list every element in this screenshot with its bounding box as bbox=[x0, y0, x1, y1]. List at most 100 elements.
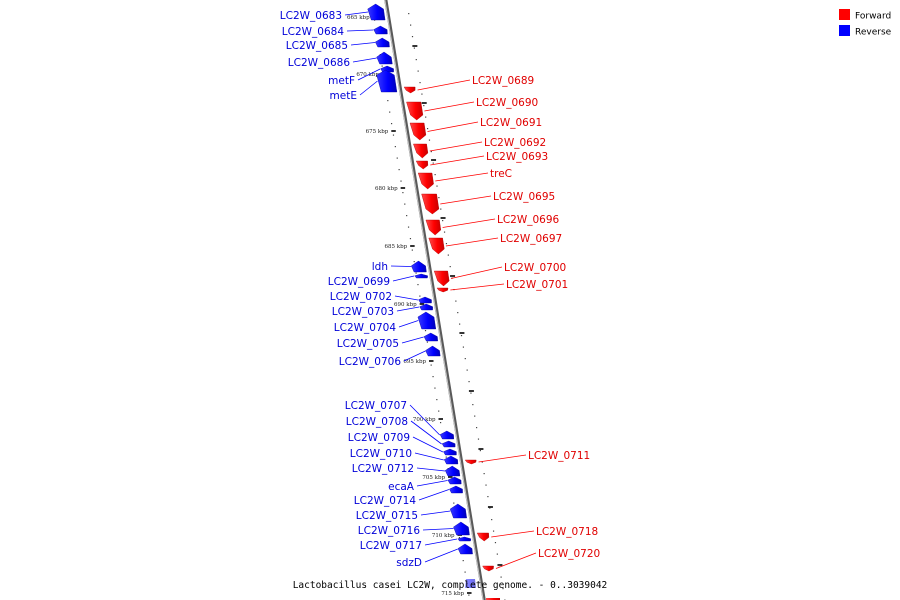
gene-label-LC2W_0702[interactable]: LC2W_0702 bbox=[330, 291, 392, 303]
gene-label-LC2W_0712[interactable]: LC2W_0712 bbox=[352, 463, 414, 475]
gene-feature-LC2W_0711[interactable] bbox=[464, 459, 477, 465]
gene-label-LC2W_0691[interactable]: LC2W_0691 bbox=[480, 117, 542, 129]
gene-label-LC2W_0704[interactable]: LC2W_0704 bbox=[334, 322, 397, 334]
minor-tick-dot bbox=[449, 266, 451, 268]
gene-feature-LC2W_0715[interactable] bbox=[449, 503, 467, 519]
gene-label-treC[interactable]: treC bbox=[490, 168, 512, 180]
gene-feature-metE[interactable] bbox=[376, 69, 398, 93]
minor-tick-dot bbox=[470, 392, 472, 394]
leader-line bbox=[410, 420, 442, 445]
minor-tick-dot bbox=[438, 197, 440, 199]
gene-feature-LC2W_0714[interactable] bbox=[449, 485, 463, 494]
gene-label-ldh[interactable]: ldh bbox=[372, 261, 388, 273]
gene-feature-LC2W_0717[interactable] bbox=[457, 536, 472, 542]
minor-tick-dot bbox=[434, 387, 436, 389]
gene-feature-LC2W_0699[interactable] bbox=[414, 273, 428, 279]
minor-tick-dot bbox=[413, 261, 415, 263]
gene-label-LC2W_0707[interactable]: LC2W_0707 bbox=[345, 400, 407, 412]
gene-label-LC2W_0703[interactable]: LC2W_0703 bbox=[332, 306, 394, 318]
gene-feature-LC2W_0716[interactable] bbox=[453, 521, 470, 536]
minor-tick-dot bbox=[442, 220, 444, 222]
legend: Forward Reverse bbox=[839, 9, 892, 38]
gene-feature-LC2W_0684[interactable] bbox=[373, 25, 388, 35]
gene-label-ecaA[interactable]: ecaA bbox=[388, 481, 415, 493]
gene-feature-LC2W_0700[interactable] bbox=[433, 270, 450, 287]
gene-label-LC2W_0709[interactable]: LC2W_0709 bbox=[348, 432, 410, 444]
gene-feature-LC2W_0701[interactable] bbox=[436, 287, 449, 293]
gene-label-LC2W_0705[interactable]: LC2W_0705 bbox=[337, 338, 399, 350]
gene-label-LC2W_0699[interactable]: LC2W_0699 bbox=[328, 276, 390, 288]
gene-feature-LC2W_0709[interactable] bbox=[443, 448, 457, 456]
leader-line bbox=[440, 195, 492, 205]
leader-line bbox=[424, 548, 458, 563]
gene-feature-LC2W_0705[interactable] bbox=[423, 332, 438, 342]
gene-label-LC2W_0686[interactable]: LC2W_0686 bbox=[288, 57, 351, 69]
gene-label-LC2W_0690[interactable]: LC2W_0690 bbox=[476, 97, 538, 109]
gene-feature-LC2W_0712[interactable] bbox=[444, 465, 461, 477]
gene-feature-LC2W_0692[interactable] bbox=[413, 143, 429, 159]
gene-label-metF[interactable]: metF bbox=[328, 75, 355, 87]
tick-label: 690 kbp bbox=[394, 302, 417, 308]
gene-label-LC2W_0716[interactable]: LC2W_0716 bbox=[358, 525, 421, 537]
minor-tick-dot bbox=[407, 226, 410, 228]
gene-label-LC2W_0684[interactable]: LC2W_0684 bbox=[282, 26, 345, 38]
minor-tick-dot bbox=[421, 93, 423, 95]
gene-feature-LC2W_0697[interactable] bbox=[428, 237, 445, 255]
gene-label-LC2W_0711[interactable]: LC2W_0711 bbox=[528, 450, 590, 462]
gene-feature-ldh[interactable] bbox=[411, 260, 427, 273]
gene-label-LC2W_0696[interactable]: LC2W_0696 bbox=[497, 214, 560, 226]
gene-feature-LC2W_0696[interactable] bbox=[425, 219, 442, 236]
gene-label-metE[interactable]: metE bbox=[330, 90, 357, 102]
gene-label-LC2W_0715[interactable]: LC2W_0715 bbox=[356, 510, 418, 522]
gene-label-LC2W_0706[interactable]: LC2W_0706 bbox=[339, 356, 402, 368]
leader-line bbox=[495, 552, 537, 569]
gene-label-LC2W_0717[interactable]: LC2W_0717 bbox=[360, 540, 422, 552]
gene-label-LC2W_0700[interactable]: LC2W_0700 bbox=[504, 262, 566, 274]
gene-label-LC2W_0692[interactable]: LC2W_0692 bbox=[484, 137, 546, 149]
gene-label-LC2W_0697[interactable]: LC2W_0697 bbox=[500, 233, 562, 245]
gene-feature-LC2W_0695[interactable] bbox=[421, 193, 440, 215]
minor-tick-dot bbox=[398, 169, 400, 171]
leader-line bbox=[346, 29, 374, 32]
gene-label-LC2W_0685[interactable]: LC2W_0685 bbox=[286, 40, 348, 52]
minor-tick-dot bbox=[476, 427, 478, 429]
leader-line bbox=[491, 530, 535, 538]
gene-feature-sdzD[interactable] bbox=[457, 543, 473, 555]
minor-tick-dot bbox=[464, 358, 466, 360]
gene-feature-LC2W_0702[interactable] bbox=[418, 296, 432, 304]
gene-feature-LC2W_0693[interactable] bbox=[415, 160, 429, 170]
gene-label-LC2W_0689[interactable]: LC2W_0689 bbox=[472, 75, 534, 87]
gene-feature-LC2W_0706[interactable] bbox=[425, 345, 441, 357]
minor-tick-dot bbox=[417, 284, 419, 286]
minor-tick-dot bbox=[434, 174, 436, 176]
gene-feature-LC2W_0689[interactable] bbox=[403, 86, 416, 94]
gene-feature-LC2W_0686[interactable] bbox=[376, 51, 393, 65]
leader-line bbox=[418, 489, 450, 501]
gene-label-LC2W_0708[interactable]: LC2W_0708 bbox=[346, 416, 408, 428]
gene-label-LC2W_0693[interactable]: LC2W_0693 bbox=[486, 151, 548, 163]
gene-feature-LC2W_0691[interactable] bbox=[409, 122, 427, 141]
gene-label-LC2W_0710[interactable]: LC2W_0710 bbox=[350, 448, 412, 460]
gene-feature-ecaA[interactable] bbox=[447, 476, 462, 485]
gene-label-LC2W_0714[interactable]: LC2W_0714 bbox=[354, 495, 417, 507]
gene-label-LC2W_0701[interactable]: LC2W_0701 bbox=[506, 279, 568, 291]
gene-feature-treC[interactable] bbox=[417, 172, 434, 190]
leader-line bbox=[394, 295, 419, 301]
gene-feature-LC2W_0690[interactable] bbox=[406, 101, 424, 121]
gene-feature-LC2W_0704[interactable] bbox=[417, 311, 437, 330]
gene-feature-LC2W_0683[interactable] bbox=[367, 3, 386, 21]
gene-feature-LC2W_0703[interactable] bbox=[419, 303, 433, 311]
gene-label-LC2W_0718[interactable]: LC2W_0718 bbox=[536, 526, 598, 538]
tick-label: 675 kbp bbox=[366, 129, 389, 135]
gene-label-LC2W_0683[interactable]: LC2W_0683 bbox=[280, 10, 342, 22]
gene-feature-LC2W_0710[interactable] bbox=[443, 455, 459, 465]
gene-feature-LC2W_0720[interactable] bbox=[482, 565, 494, 572]
gene-feature-LC2W_0707[interactable] bbox=[439, 430, 455, 440]
gene-label-LC2W_0720[interactable]: LC2W_0720 bbox=[538, 548, 600, 560]
gene-label-LC2W_0695[interactable]: LC2W_0695 bbox=[493, 191, 555, 203]
gene-label-sdzD[interactable]: sdzD bbox=[396, 557, 422, 569]
gene-feature-LC2W_0685[interactable] bbox=[375, 37, 390, 48]
gene-feature-LC2W_0718[interactable] bbox=[476, 532, 490, 542]
gene-feature-LC2W_0708[interactable] bbox=[441, 440, 456, 448]
